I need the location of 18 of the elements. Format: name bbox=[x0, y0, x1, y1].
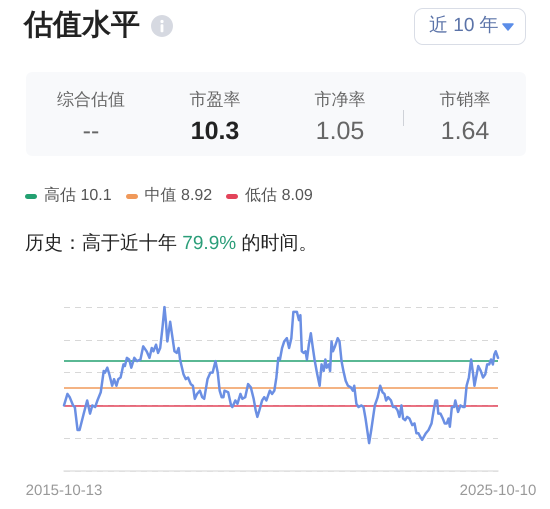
text: -- bbox=[82, 116, 100, 146]
x-tick-label: 2025-10-10 bbox=[460, 482, 536, 499]
legend-label: 中值 8.92 bbox=[144, 186, 212, 206]
text: 市净率 bbox=[314, 89, 366, 111]
x-tick-label: 2015-10-13 bbox=[26, 482, 102, 499]
chart-title: 估值水平 bbox=[24, 8, 140, 43]
text: 1.64 bbox=[440, 116, 490, 146]
text: 市销率 bbox=[440, 89, 490, 111]
text: 历史：高于近十年 bbox=[25, 233, 177, 254]
legend-label: 高估 10.1 bbox=[44, 186, 112, 206]
text: 1.05 bbox=[316, 116, 364, 146]
text: 市盈率 bbox=[190, 89, 240, 111]
text: 79.9% bbox=[182, 233, 236, 254]
text: 综合估值 bbox=[57, 89, 125, 111]
legend-label: 低估 8.09 bbox=[245, 186, 313, 206]
text: 10.3 bbox=[190, 116, 240, 146]
text: 近 10 年 bbox=[429, 14, 499, 38]
text: 的时间。 bbox=[241, 233, 318, 254]
